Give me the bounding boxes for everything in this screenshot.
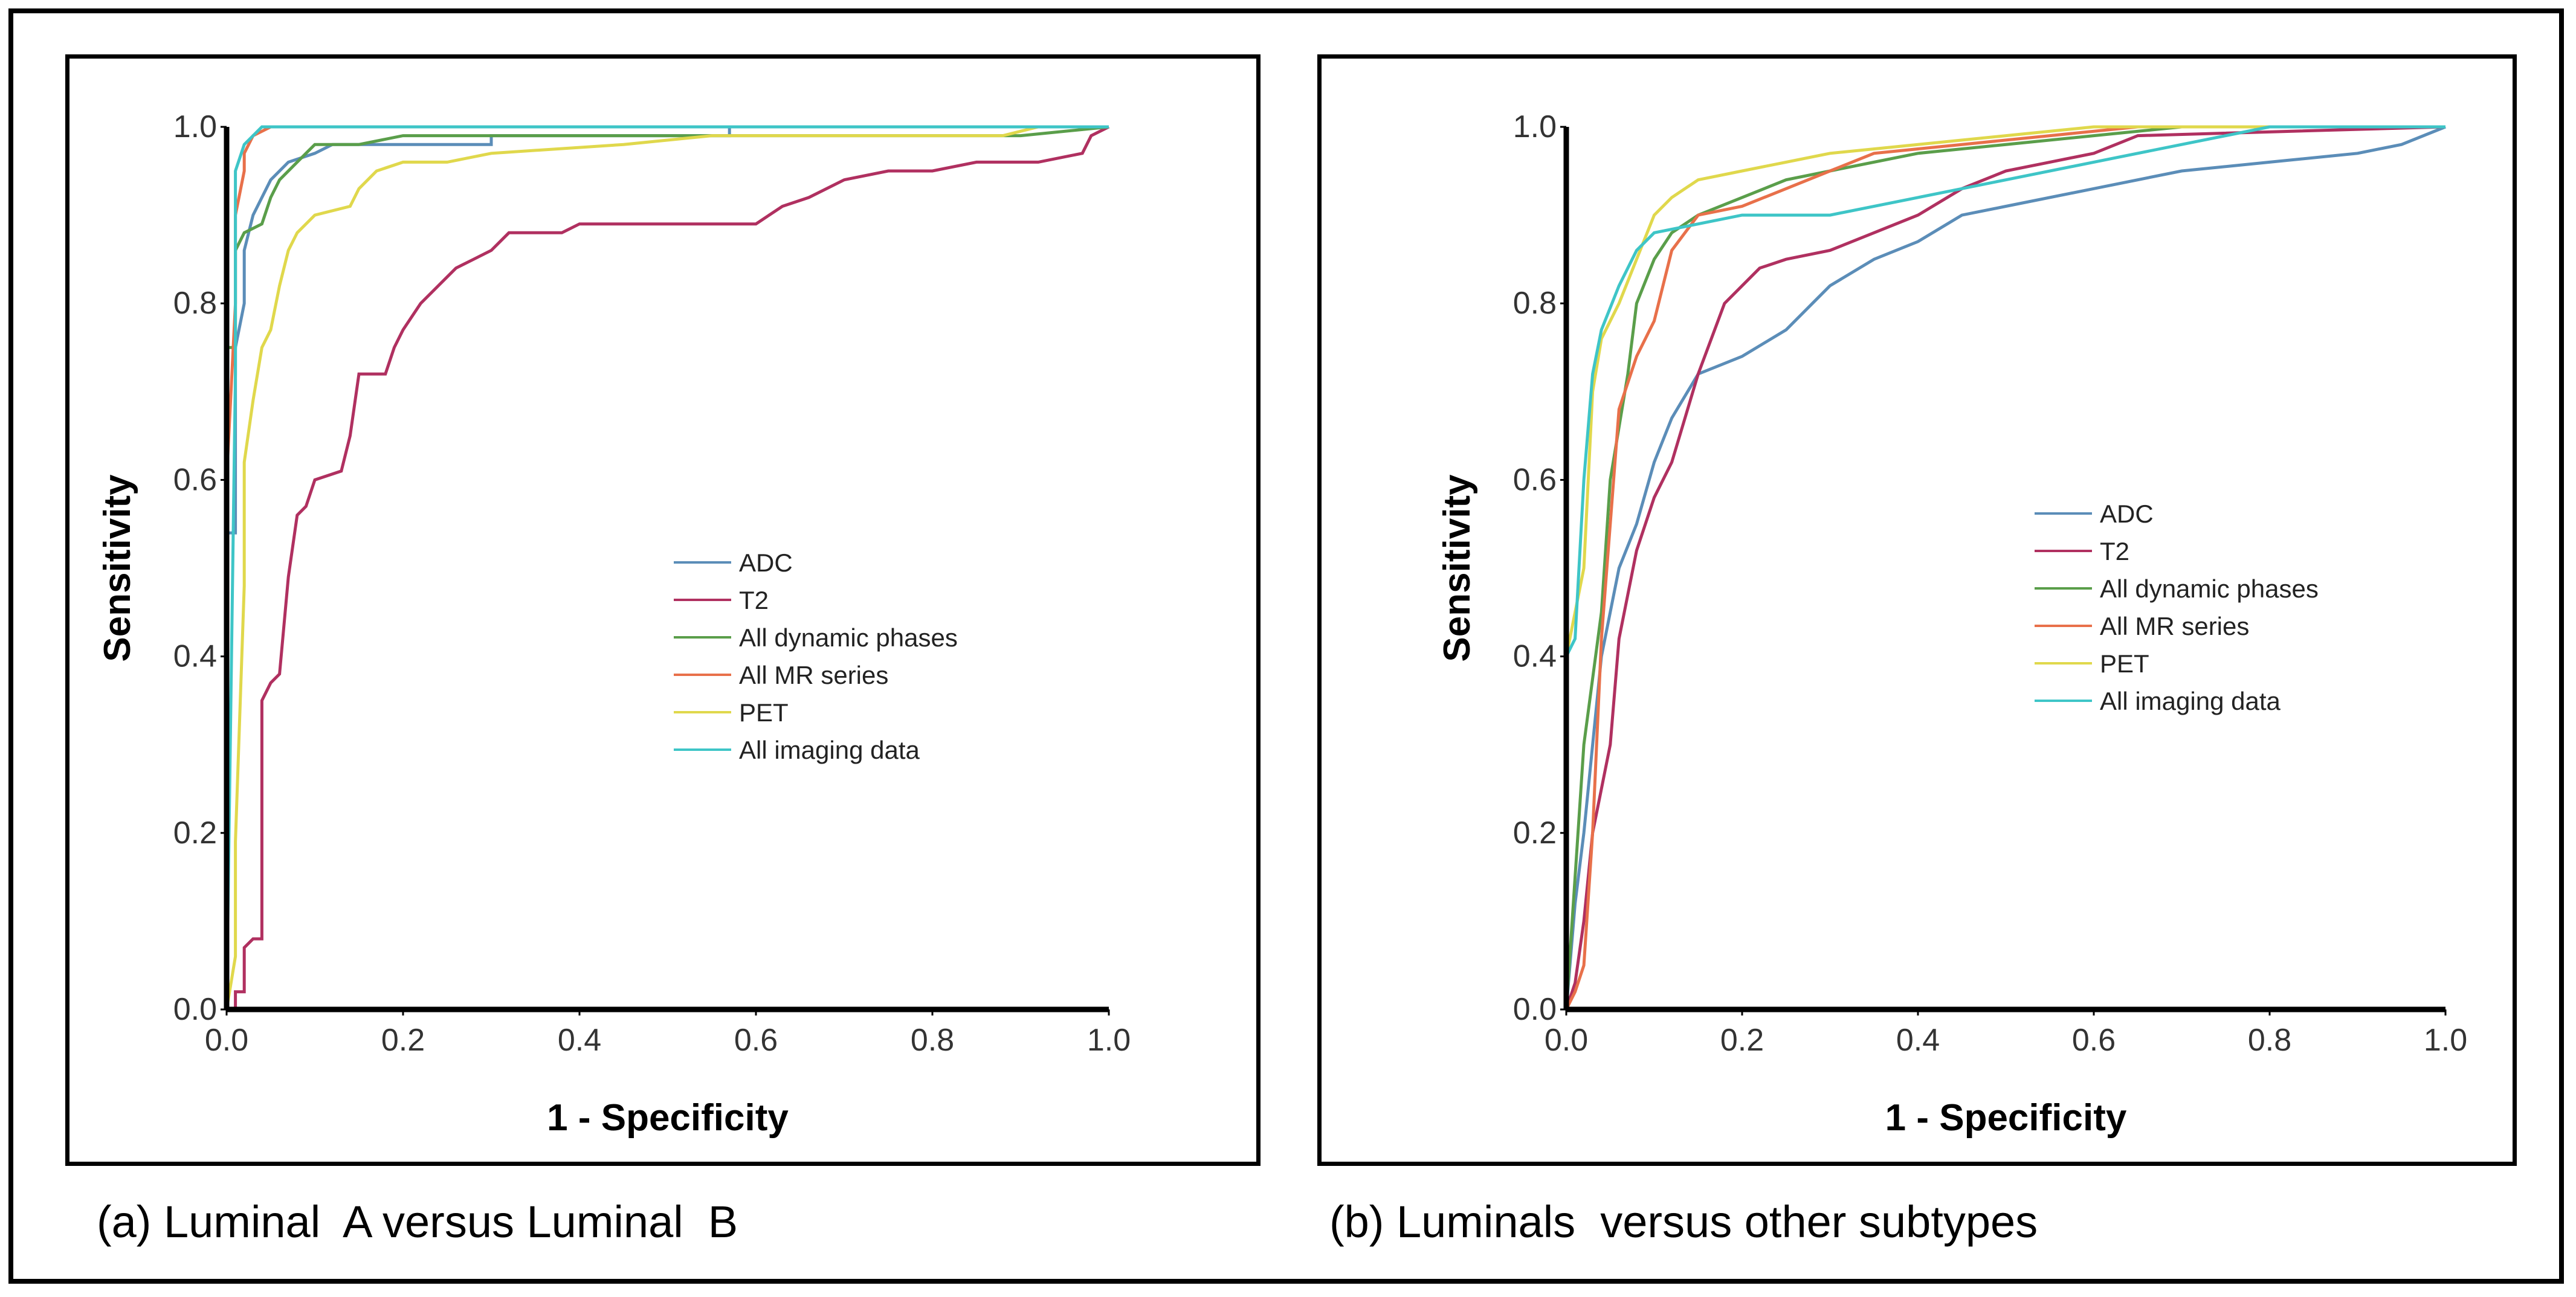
x-tick-label-a: 0.4	[558, 1023, 601, 1058]
legend-label-b-2: All dynamic phases	[2100, 574, 2319, 603]
chart-panel-a: 0.0 0.2 0.4 0.6 0.8 1.0 0.0 0.2 0.4 0.6 0.8 1.0 1 - …	[65, 54, 1261, 1166]
x-tick-label-b: 1.0	[2424, 1023, 2467, 1058]
y-tick-label-b: 0.2	[1513, 816, 1557, 851]
y-tick-label-b: 0.6	[1513, 462, 1557, 497]
legend-label-a-1: T2	[739, 586, 769, 614]
y-tick-label-b: 0.0	[1513, 992, 1557, 1027]
y-axis-title-a: Sensitivity	[97, 474, 138, 662]
y-tick-label-a: 0.4	[173, 639, 217, 674]
y-tick-label-a: 0.8	[173, 286, 217, 321]
x-tick-label-b: 0.2	[1720, 1023, 1764, 1058]
y-tick-label-b: 0.4	[1513, 639, 1557, 674]
y-tick-label-b: 0.8	[1513, 286, 1557, 321]
x-tick-label-a: 0.6	[734, 1023, 778, 1058]
legend-label-a-5: All imaging data	[739, 736, 920, 764]
legend-label-b-0: ADC	[2100, 500, 2154, 528]
legend-label-b-3: All MR series	[2100, 612, 2249, 640]
roc-chart-b: 0.0 0.2 0.4 0.6 0.8 1.0 0.0 0.2 0.4 0.6 0.8 1.0 1 - …	[1436, 109, 2467, 1139]
series-line-a-3	[225, 125, 1109, 1009]
legend-label-b-5: All imaging data	[2100, 687, 2281, 715]
series-line-b-5	[1564, 125, 2445, 1009]
series-line-b-2	[1564, 125, 2445, 1010]
x-tick-label-a: 0.8	[911, 1023, 954, 1058]
x-tick-label-a: 0.0	[205, 1023, 248, 1058]
x-tick-label-b: 0.8	[2248, 1023, 2291, 1058]
series-line-a-0	[225, 125, 1109, 1009]
y-tick-label-a: 0.2	[173, 816, 217, 851]
legend-label-a-2: All dynamic phases	[739, 623, 958, 652]
x-axis-title-a: 1 - Specificity	[547, 1097, 789, 1139]
x-axis-title-b: 1 - Specificity	[1885, 1097, 2127, 1139]
legend-label-a-4: PET	[739, 698, 789, 727]
x-tick-label-b: 0.4	[1896, 1023, 1940, 1058]
series-line-b-0	[1564, 125, 2446, 1010]
y-tick-label-a: 0.0	[173, 992, 217, 1027]
x-tick-label-b: 0.0	[1545, 1023, 1588, 1058]
y-tick-label-b: 1.0	[1513, 109, 1557, 144]
series-line-b-3	[1564, 125, 2445, 1011]
roc-chart-a: 0.0 0.2 0.4 0.6 0.8 1.0 0.0 0.2 0.4 0.6 0.8 1.0 1 - …	[97, 109, 1131, 1139]
legend-label-a-3: All MR series	[739, 661, 888, 689]
series-line-a-4	[225, 125, 1109, 1010]
series-line-a-1	[227, 125, 1110, 1011]
legend-label-b-1: T2	[2100, 537, 2129, 565]
caption-b: (b) Luminals versus other subtypes	[1329, 1197, 2038, 1247]
series-line-b-1	[1564, 125, 2446, 1010]
chart-panel-b: 0.0 0.2 0.4 0.6 0.8 1.0 0.0 0.2 0.4 0.6 0.8 1.0 1 - …	[1317, 54, 2517, 1166]
y-axis-title-b: Sensitivity	[1436, 474, 1478, 662]
series-line-b-4	[1564, 125, 2445, 1009]
caption-a: (a) Luminal A versus Luminal B	[97, 1197, 738, 1247]
x-tick-label-a: 1.0	[1087, 1023, 1131, 1058]
series-line-a-2	[225, 125, 1109, 1009]
series-line-a-5	[225, 125, 1109, 1010]
y-tick-label-a: 0.6	[173, 462, 217, 497]
legend-label-a-0: ADC	[739, 549, 793, 577]
y-tick-label-a: 1.0	[173, 109, 217, 144]
legend-label-b-4: PET	[2100, 649, 2149, 678]
x-tick-label-a: 0.2	[381, 1023, 425, 1058]
x-tick-label-b: 0.6	[2072, 1023, 2116, 1058]
